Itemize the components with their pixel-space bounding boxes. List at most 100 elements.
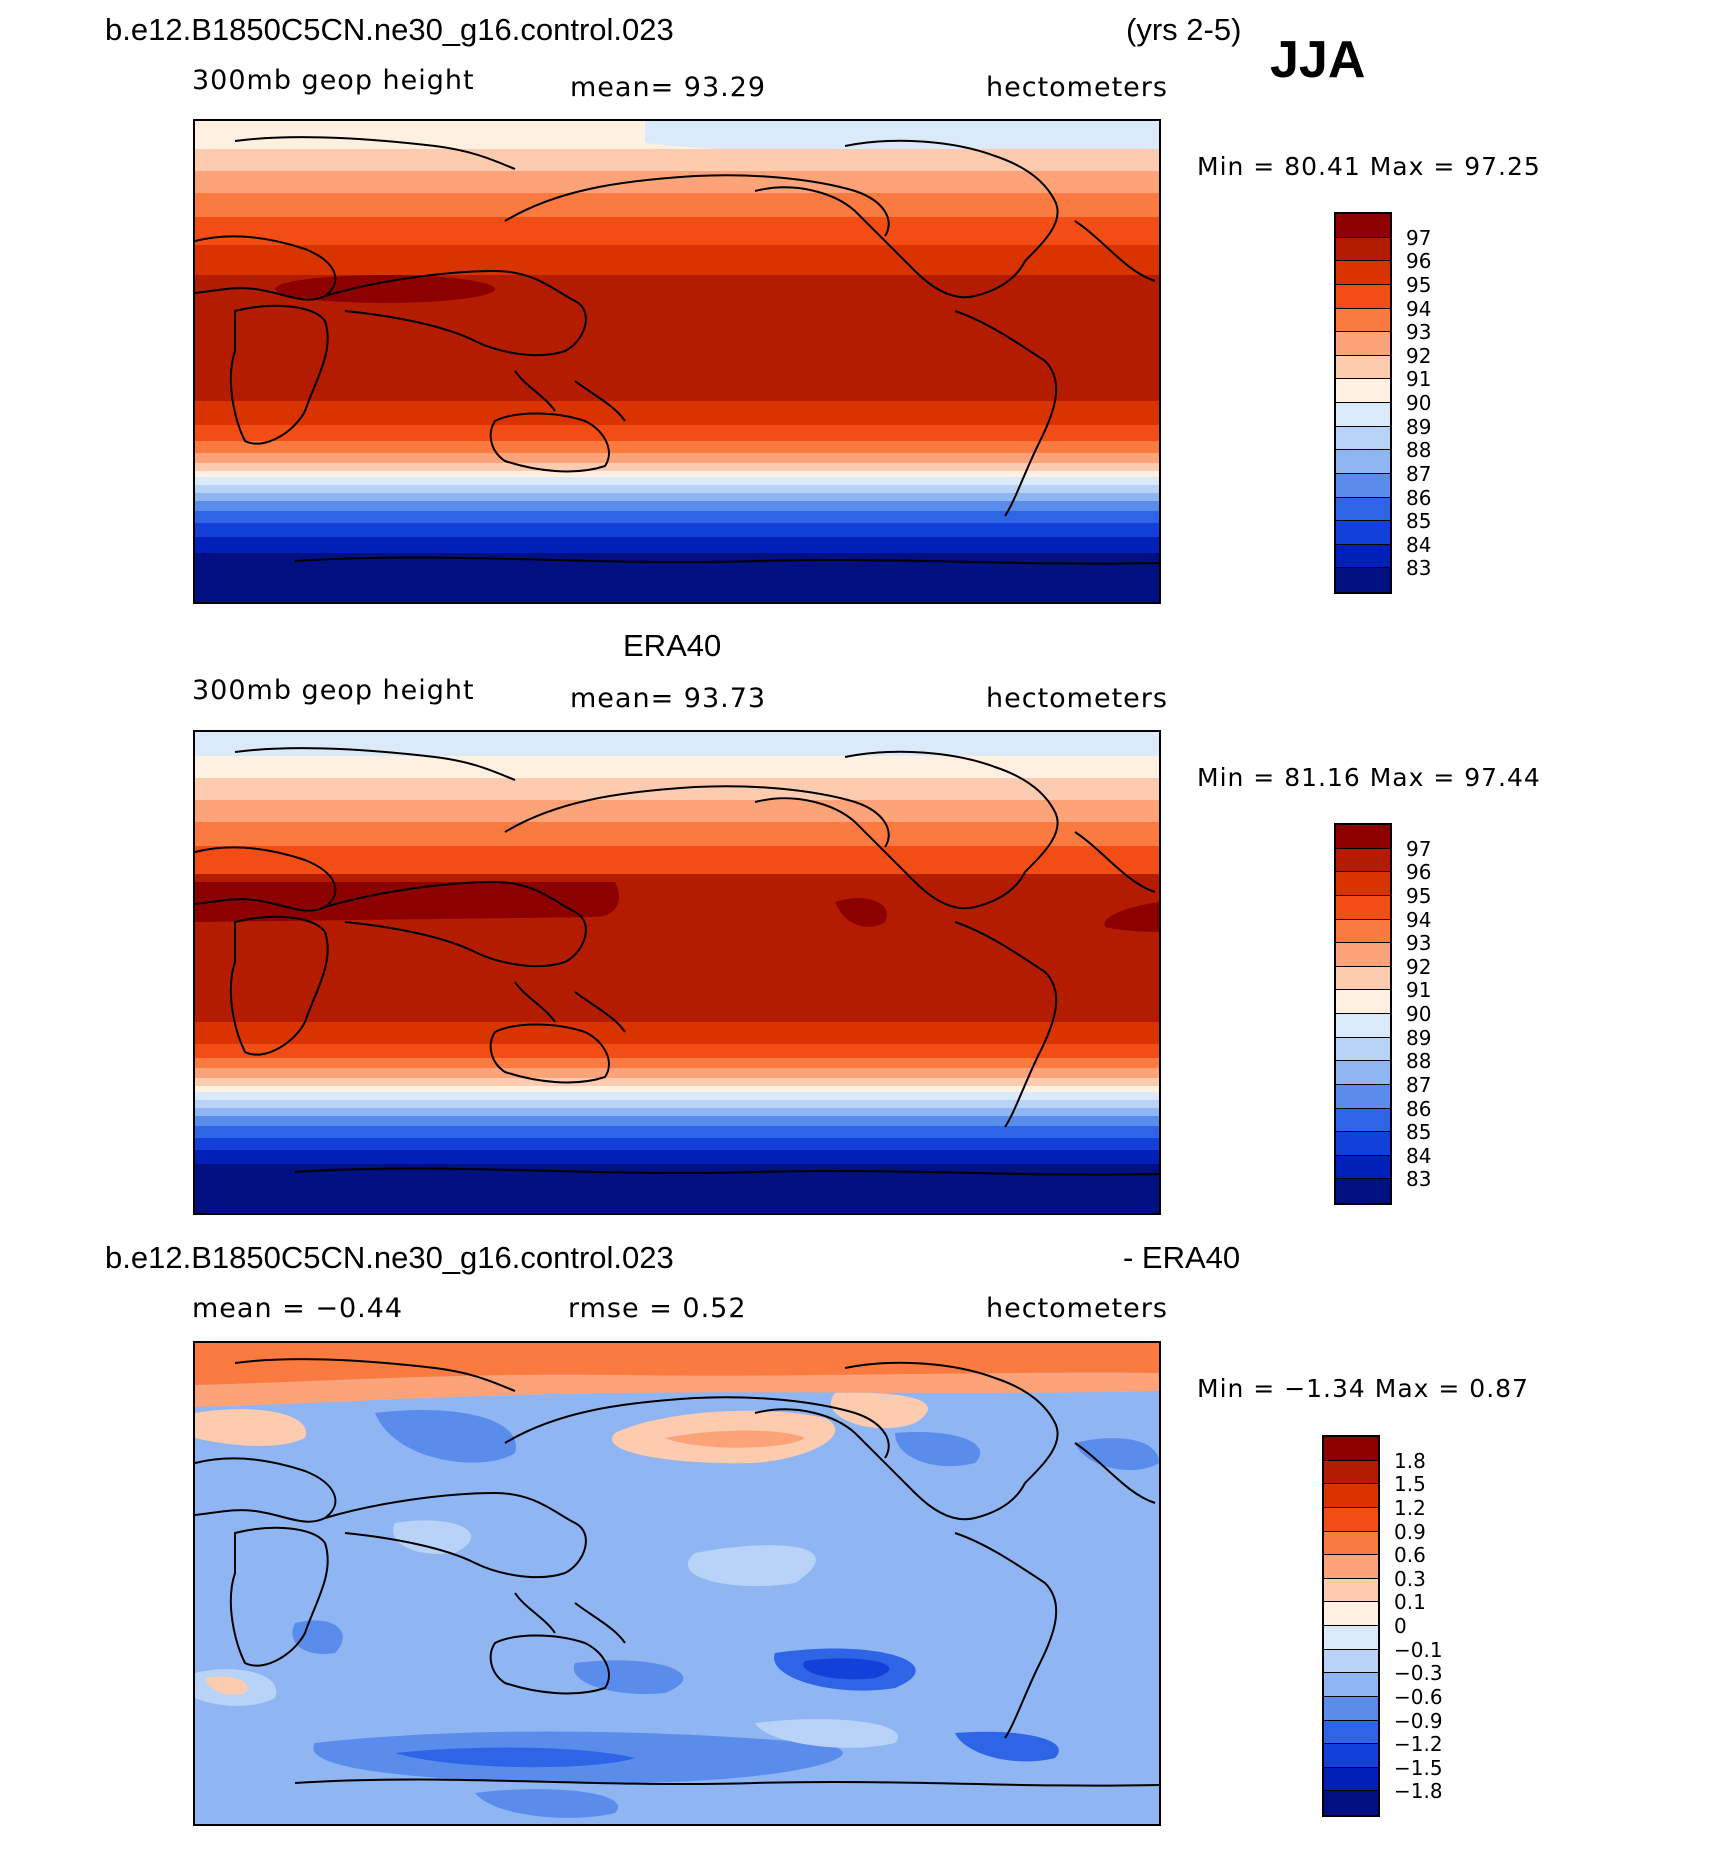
colorbar-swatch bbox=[1336, 848, 1390, 873]
panel3-colorbar bbox=[1322, 1435, 1380, 1817]
colorbar-label: 1.2 bbox=[1394, 1495, 1426, 1520]
colorbar-swatch bbox=[1324, 1507, 1378, 1532]
colorbar-swatch bbox=[1336, 1155, 1390, 1180]
panel2-title: ERA40 bbox=[623, 628, 722, 663]
colorbar-swatch bbox=[1336, 214, 1390, 238]
panel1-minmax: Min = 80.41 Max = 97.25 bbox=[1197, 152, 1541, 181]
colorbar-label: −0.1 bbox=[1394, 1637, 1443, 1662]
colorbar-swatch bbox=[1336, 237, 1390, 262]
colorbar-swatch bbox=[1336, 1014, 1390, 1038]
colorbar-label: 83 bbox=[1406, 1167, 1432, 1192]
colorbar-label: 95 bbox=[1406, 272, 1432, 297]
colorbar-label: 0 bbox=[1394, 1614, 1407, 1638]
colorbar-label: 97 bbox=[1406, 225, 1432, 250]
panel1-colorbar bbox=[1334, 212, 1392, 594]
colorbar-label: 1.5 bbox=[1394, 1472, 1426, 1497]
colorbar-swatch bbox=[1324, 1578, 1378, 1603]
panel2-minmax: Min = 81.16 Max = 97.44 bbox=[1197, 763, 1541, 792]
season-label: JJA bbox=[1270, 31, 1366, 89]
colorbar-label: −1.2 bbox=[1394, 1732, 1443, 1757]
panel2-mean-label: mean= 93.73 bbox=[570, 683, 767, 714]
colorbar-label: 0.6 bbox=[1394, 1543, 1426, 1568]
colorbar-label: 88 bbox=[1406, 1049, 1432, 1074]
colorbar-label: 90 bbox=[1406, 1002, 1432, 1026]
colorbar-swatch bbox=[1336, 966, 1390, 991]
panel3-units-label: hectometers bbox=[986, 1293, 1168, 1324]
colorbar-label: 89 bbox=[1406, 414, 1432, 439]
panel3-map bbox=[193, 1341, 1161, 1826]
colorbar-label: 84 bbox=[1406, 1143, 1432, 1168]
colorbar-swatch bbox=[1336, 1108, 1390, 1133]
colorbar-swatch bbox=[1324, 1460, 1378, 1485]
colorbar-swatch bbox=[1336, 261, 1390, 285]
colorbar-swatch bbox=[1336, 450, 1390, 474]
colorbar-label: −0.9 bbox=[1394, 1708, 1443, 1733]
colorbar-swatch bbox=[1324, 1531, 1378, 1556]
colorbar-label: 94 bbox=[1406, 296, 1432, 321]
colorbar-label: 92 bbox=[1406, 954, 1432, 979]
colorbar-swatch bbox=[1336, 521, 1390, 545]
colorbar-label: 96 bbox=[1406, 860, 1432, 885]
panel2-colorbar-segments bbox=[1336, 825, 1390, 1203]
panel3-minmax: Min = −1.34 Max = 0.87 bbox=[1197, 1374, 1529, 1403]
colorbar-swatch bbox=[1336, 568, 1390, 592]
colorbar-swatch bbox=[1324, 1649, 1378, 1674]
panel3-title-right: - ERA40 bbox=[1123, 1240, 1241, 1275]
colorbar-label: −1.5 bbox=[1394, 1755, 1443, 1780]
colorbar-label: 1.8 bbox=[1394, 1448, 1426, 1473]
colorbar-label: 96 bbox=[1406, 249, 1432, 274]
panel2-units-label: hectometers bbox=[986, 683, 1168, 714]
panel1-mean-label: mean= 93.29 bbox=[570, 72, 767, 103]
colorbar-swatch bbox=[1324, 1720, 1378, 1745]
colorbar-label: 86 bbox=[1406, 1096, 1432, 1121]
colorbar-swatch bbox=[1336, 1084, 1390, 1109]
colorbar-label: −1.8 bbox=[1394, 1779, 1443, 1804]
panel1-map bbox=[193, 119, 1161, 604]
colorbar-swatch bbox=[1324, 1484, 1378, 1508]
colorbar-label: 0.1 bbox=[1394, 1590, 1426, 1615]
colorbar-label: 86 bbox=[1406, 485, 1432, 510]
colorbar-label: 87 bbox=[1406, 1072, 1432, 1097]
panel3-rmse-label: rmse = 0.52 bbox=[568, 1293, 747, 1324]
colorbar-label: 97 bbox=[1406, 836, 1432, 861]
colorbar-swatch bbox=[1336, 990, 1390, 1014]
case-title: b.e12.B1850C5CN.ne30_g16.control.023 bbox=[105, 12, 674, 47]
colorbar-swatch bbox=[1336, 1037, 1390, 1062]
panel1-units-label: hectometers bbox=[986, 72, 1168, 103]
colorbar-label: 94 bbox=[1406, 907, 1432, 932]
colorbar-label: 93 bbox=[1406, 931, 1432, 956]
panel2-colorbar bbox=[1334, 823, 1392, 1205]
colorbar-label: 0.9 bbox=[1394, 1519, 1426, 1544]
colorbar-swatch bbox=[1336, 1061, 1390, 1085]
colorbar-swatch bbox=[1324, 1626, 1378, 1650]
colorbar-label: −0.3 bbox=[1394, 1661, 1443, 1686]
colorbar-swatch bbox=[1336, 379, 1390, 403]
colorbar-swatch bbox=[1336, 426, 1390, 451]
colorbar-swatch bbox=[1324, 1555, 1378, 1579]
colorbar-label: 85 bbox=[1406, 509, 1432, 534]
colorbar-label: 83 bbox=[1406, 556, 1432, 581]
colorbar-swatch bbox=[1336, 895, 1390, 920]
panel2-map bbox=[193, 730, 1161, 1215]
colorbar-label: 0.3 bbox=[1394, 1566, 1426, 1591]
colorbar-swatch bbox=[1336, 403, 1390, 427]
colorbar-swatch bbox=[1336, 825, 1390, 849]
colorbar-label: 91 bbox=[1406, 978, 1432, 1003]
colorbar-swatch bbox=[1324, 1791, 1378, 1815]
colorbar-label: 95 bbox=[1406, 883, 1432, 908]
panel1-field-label: 300mb geop height bbox=[192, 65, 475, 96]
colorbar-swatch bbox=[1324, 1437, 1378, 1461]
years-label: (yrs 2-5) bbox=[1126, 12, 1242, 47]
colorbar-label: 92 bbox=[1406, 343, 1432, 368]
colorbar-label: 85 bbox=[1406, 1120, 1432, 1145]
colorbar-swatch bbox=[1336, 919, 1390, 944]
colorbar-swatch bbox=[1336, 1179, 1390, 1203]
colorbar-swatch bbox=[1336, 544, 1390, 569]
colorbar-swatch bbox=[1324, 1696, 1378, 1721]
colorbar-label: 89 bbox=[1406, 1025, 1432, 1050]
panel3-colorbar-segments bbox=[1324, 1437, 1378, 1815]
colorbar-label: 84 bbox=[1406, 532, 1432, 557]
panel2-field-label: 300mb geop height bbox=[192, 675, 475, 706]
colorbar-swatch bbox=[1324, 1744, 1378, 1768]
colorbar-swatch bbox=[1336, 497, 1390, 522]
